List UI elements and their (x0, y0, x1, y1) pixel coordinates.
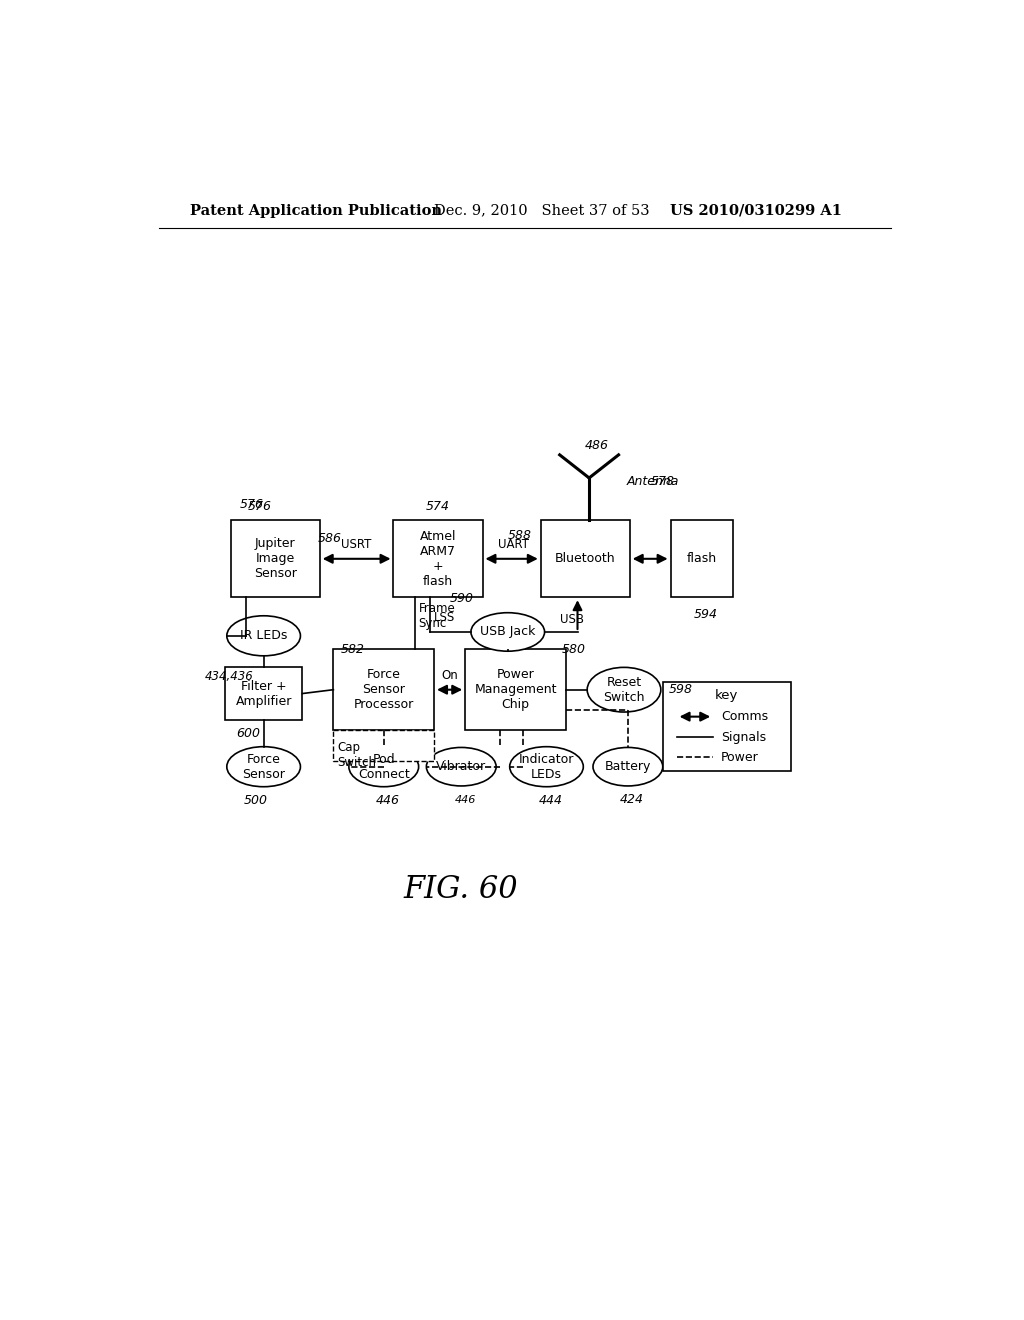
Text: FIG. 60: FIG. 60 (403, 874, 518, 906)
Text: USB: USB (560, 612, 584, 626)
Text: Antenna: Antenna (627, 475, 679, 488)
Text: flash: flash (686, 552, 717, 565)
Ellipse shape (226, 747, 300, 787)
Text: 424: 424 (620, 793, 644, 807)
Text: 574: 574 (426, 500, 450, 513)
Text: 486: 486 (585, 440, 609, 453)
Text: IR LEDs: IR LEDs (240, 630, 288, 643)
Text: Force
Sensor
Processor: Force Sensor Processor (353, 668, 414, 711)
Text: LSS: LSS (434, 611, 456, 624)
Text: 590: 590 (450, 593, 473, 606)
Text: Force
Sensor: Force Sensor (243, 752, 285, 780)
Text: UART: UART (498, 539, 528, 550)
Text: 582: 582 (341, 643, 365, 656)
Text: 446: 446 (376, 795, 399, 807)
Text: Dec. 9, 2010   Sheet 37 of 53: Dec. 9, 2010 Sheet 37 of 53 (434, 203, 650, 218)
Text: Pod
Connect: Pod Connect (357, 752, 410, 780)
Bar (465, 649, 566, 730)
Text: 446: 446 (455, 795, 476, 805)
Ellipse shape (593, 747, 663, 785)
Ellipse shape (349, 747, 419, 787)
Bar (334, 649, 434, 730)
Text: Reset
Switch: Reset Switch (603, 676, 645, 704)
Bar (671, 520, 732, 597)
Text: 500: 500 (244, 795, 268, 807)
Text: Signals: Signals (721, 731, 766, 744)
Bar (225, 668, 302, 719)
Text: On: On (441, 669, 458, 682)
Ellipse shape (226, 615, 300, 656)
Text: 586: 586 (317, 532, 341, 545)
Bar (230, 520, 319, 597)
Text: Comms: Comms (721, 710, 768, 723)
Text: Bluetooth: Bluetooth (555, 552, 615, 565)
Bar (334, 730, 434, 760)
Text: USB Jack: USB Jack (480, 626, 536, 639)
Text: Frame
Sync: Frame Sync (419, 602, 456, 630)
Text: 594: 594 (693, 607, 718, 620)
Text: 578: 578 (650, 475, 675, 488)
Text: 576: 576 (248, 500, 271, 513)
Text: Patent Application Publication: Patent Application Publication (190, 203, 442, 218)
Bar (393, 520, 482, 597)
Text: Filter +
Amplifier: Filter + Amplifier (236, 680, 292, 708)
Bar (541, 520, 630, 597)
Text: 576: 576 (240, 499, 264, 511)
Text: Power: Power (721, 751, 759, 764)
Text: key: key (715, 689, 738, 702)
Text: Power
Management
Chip: Power Management Chip (474, 668, 557, 711)
Bar (663, 682, 791, 771)
Ellipse shape (471, 612, 545, 651)
Text: 588: 588 (507, 529, 531, 543)
Text: 598: 598 (669, 684, 692, 696)
Text: US 2010/0310299 A1: US 2010/0310299 A1 (671, 203, 843, 218)
Text: 444: 444 (539, 795, 562, 807)
Text: 434,436: 434,436 (205, 671, 253, 684)
Text: Cap
Switch: Cap Switch (337, 741, 376, 770)
Ellipse shape (587, 668, 660, 711)
Text: Battery: Battery (605, 760, 651, 774)
Text: Indicator
LEDs: Indicator LEDs (519, 752, 574, 780)
Ellipse shape (510, 747, 584, 787)
Ellipse shape (426, 747, 496, 785)
Text: Atmel
ARM7
+
flash: Atmel ARM7 + flash (420, 529, 457, 587)
Text: 600: 600 (237, 727, 260, 741)
Text: USRT: USRT (341, 539, 372, 550)
Text: Vibrator: Vibrator (436, 760, 486, 774)
Text: Jupiter
Image
Sensor: Jupiter Image Sensor (254, 537, 297, 581)
Text: 580: 580 (561, 643, 586, 656)
